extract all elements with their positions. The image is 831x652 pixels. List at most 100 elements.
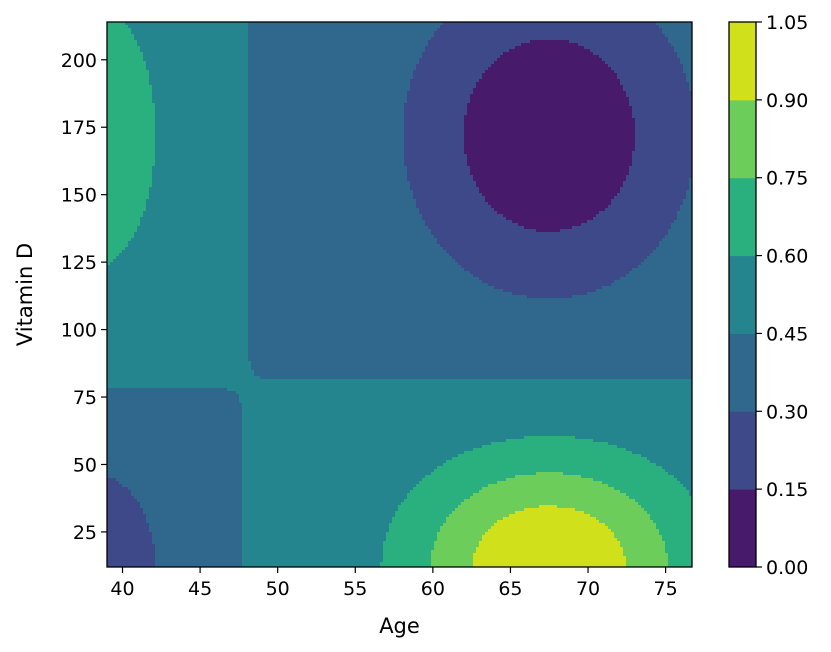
contour-cell <box>431 229 536 233</box>
contour-cell <box>479 190 620 194</box>
contour-cell <box>242 532 386 536</box>
contour-cell <box>503 517 596 521</box>
contour-cell <box>437 466 662 470</box>
contour-cell <box>107 94 152 98</box>
contour-cell <box>248 325 692 329</box>
contour-cell <box>149 187 248 191</box>
contour-cell <box>683 202 692 206</box>
contour-cell <box>653 520 692 524</box>
contour-cell <box>248 184 410 188</box>
contour-cell <box>635 127 692 131</box>
contour-cell <box>242 463 443 467</box>
contour-cell <box>404 139 464 143</box>
contour-cell <box>152 535 242 539</box>
contour-cell <box>140 223 248 227</box>
contour-cell <box>155 103 248 107</box>
contour-cell <box>248 145 404 149</box>
contour-cell <box>380 565 431 567</box>
contour-cell <box>242 517 392 521</box>
contour-cell <box>404 148 464 152</box>
contour-cell <box>107 199 146 203</box>
contour-cell <box>461 265 638 269</box>
contour-cell <box>473 274 626 278</box>
contour-cell <box>668 229 692 233</box>
contour-cell <box>665 34 692 38</box>
contour-cell <box>107 148 155 152</box>
contour-cell <box>248 25 440 29</box>
contour-cell <box>473 553 623 557</box>
contour-cell <box>107 379 692 383</box>
contour-cell <box>386 535 437 539</box>
plot-area <box>107 22 692 567</box>
contour-cell <box>248 124 404 128</box>
contour-cell <box>107 472 242 476</box>
contour-cell <box>443 463 656 467</box>
contour-cell <box>434 469 665 473</box>
contour-cell <box>626 274 692 278</box>
contour-cell <box>107 463 242 467</box>
contour-cell <box>248 244 440 248</box>
contour-cell <box>134 37 248 41</box>
contour-cell <box>107 172 152 176</box>
contour-cell <box>248 298 692 302</box>
contour-cell <box>479 544 620 548</box>
contour-cell <box>242 514 395 518</box>
colorbar-tick-label: 0.15 <box>766 479 808 501</box>
contour-cell <box>452 457 647 461</box>
contour-cell <box>152 97 248 101</box>
contour-cell <box>107 253 119 257</box>
colorbar-tick-label: 0.60 <box>766 246 808 268</box>
contour-cell <box>107 274 248 278</box>
contour-cell <box>248 196 413 200</box>
contour-cell <box>140 220 248 224</box>
contour-cell <box>464 130 635 134</box>
contour-cell <box>248 79 410 83</box>
contour-cell <box>107 490 131 494</box>
contour-cell <box>107 460 242 464</box>
contour-cell <box>626 562 668 566</box>
contour-cell <box>410 181 476 185</box>
contour-cell <box>107 403 242 407</box>
contour-cell <box>107 127 155 131</box>
contour-cell <box>677 478 692 482</box>
contour-cell <box>248 310 692 314</box>
contour-cell <box>632 106 692 110</box>
contour-cell <box>107 439 242 443</box>
x-tick-label: 60 <box>421 578 445 600</box>
contour-cell <box>407 94 470 98</box>
contour-cell <box>464 151 632 155</box>
contour-cell <box>599 55 677 59</box>
contour-cell <box>242 421 692 425</box>
contour-cell <box>662 538 692 542</box>
contour-cell <box>248 175 407 179</box>
contour-cell <box>107 523 149 527</box>
contour-cell <box>560 229 668 233</box>
contour-cell <box>635 121 692 125</box>
contour-cell <box>635 142 692 146</box>
contour-cell <box>116 256 248 260</box>
contour-cell <box>248 169 407 173</box>
contour-cell <box>404 133 464 137</box>
contour-cell <box>413 196 485 200</box>
contour-cell <box>107 313 248 317</box>
contour-cell <box>107 394 239 398</box>
contour-cell <box>107 181 152 185</box>
contour-cell <box>464 124 635 128</box>
contour-cell <box>683 484 692 488</box>
contour-cell <box>248 190 413 194</box>
contour-cell <box>107 151 155 155</box>
contour-cell <box>152 85 248 89</box>
x-tick-label: 65 <box>498 578 522 600</box>
contour-cell <box>569 40 668 44</box>
contour-cell <box>107 163 155 167</box>
contour-cell <box>155 130 248 134</box>
contour-cell <box>623 85 689 89</box>
contour-cell <box>659 241 692 245</box>
contour-cell <box>248 343 692 347</box>
contour-cell <box>404 121 464 125</box>
contour-cell <box>146 520 242 524</box>
contour-cell <box>149 529 242 533</box>
contour-cell <box>248 331 692 335</box>
contour-cell <box>422 478 506 482</box>
contour-cell <box>248 307 692 311</box>
